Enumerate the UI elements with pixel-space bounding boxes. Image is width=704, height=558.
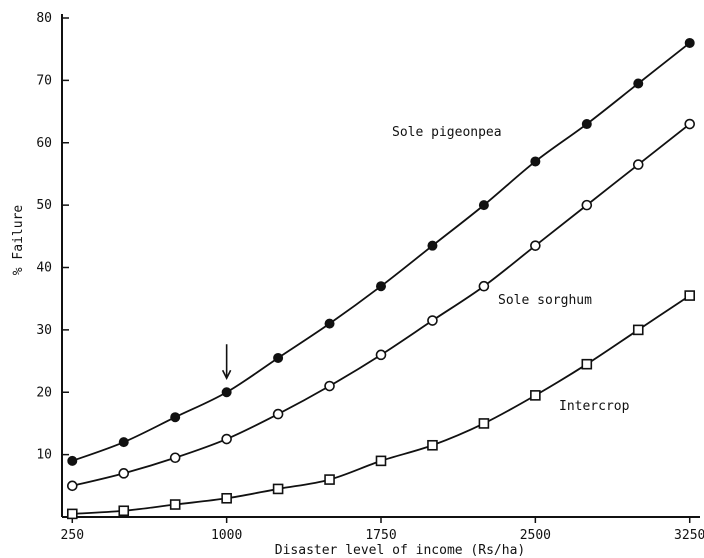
data-point-open-square xyxy=(66,508,78,520)
x-tick-label: 3250 xyxy=(674,528,704,543)
data-point-open-circle xyxy=(221,433,232,445)
data-point-open-square xyxy=(221,492,232,504)
data-point-filled-circle xyxy=(376,281,386,292)
data-point-filled-circle xyxy=(118,437,129,448)
data-point-filled-circle xyxy=(478,200,489,211)
series-label-sole-sorghum: Sole sorghum xyxy=(498,293,592,308)
data-point-open-square xyxy=(118,505,130,517)
x-ticks: 250 1000 1750 2500 3250 xyxy=(61,517,704,543)
y-tick-label: 60 xyxy=(36,136,52,151)
data-point-open-square xyxy=(478,418,490,429)
x-axis-title: Disaster level of income (Rs/ha) xyxy=(275,543,525,558)
x-tick-label: 2500 xyxy=(520,528,551,543)
data-point-filled-circle xyxy=(684,37,695,48)
y-tick-label: 20 xyxy=(36,385,52,400)
y-tick-label: 70 xyxy=(36,73,52,88)
data-point-open-circle xyxy=(632,159,644,170)
y-tick-label: 40 xyxy=(36,261,52,276)
x-tick-label: 250 xyxy=(61,528,84,543)
data-point-filled-circle xyxy=(530,156,541,167)
data-point-open-circle xyxy=(427,315,438,326)
data-point-filled-circle xyxy=(221,387,232,398)
data-point-open-square xyxy=(684,290,696,301)
data-point-open-circle xyxy=(684,118,696,130)
arrow-head xyxy=(221,369,232,381)
data-point-open-circle xyxy=(272,408,284,420)
x-tick-label: 1000 xyxy=(211,528,242,543)
data-point-open-circle xyxy=(324,380,335,392)
data-point-open-circle xyxy=(375,349,387,361)
data-point-open-square xyxy=(581,358,593,370)
data-point-filled-circle xyxy=(324,318,335,329)
data-point-open-circle xyxy=(581,199,593,211)
data-point-open-square xyxy=(324,474,335,485)
data-point-filled-circle xyxy=(170,412,181,423)
data-point-open-square xyxy=(427,439,438,451)
data-point-filled-circle xyxy=(273,352,284,363)
series-label-intercrop: Intercrop xyxy=(559,399,630,414)
data-point-open-square xyxy=(272,483,284,495)
y-tick-label: 80 xyxy=(36,11,52,26)
series-line-sole-sorghum xyxy=(72,123,691,487)
data-point-open-circle xyxy=(66,480,78,492)
data-point-open-square xyxy=(169,499,181,510)
data-point-filled-circle xyxy=(427,240,438,251)
y-tick-label: 50 xyxy=(36,198,52,213)
data-point-filled-circle xyxy=(633,78,644,89)
y-tick-label: 10 xyxy=(36,448,52,463)
annotation-arrow xyxy=(221,344,232,381)
data-point-open-square xyxy=(375,455,387,467)
series-markers xyxy=(66,37,696,520)
series-label-sole-pigeonpea: Sole pigeonpea xyxy=(392,125,502,140)
data-point-open-circle xyxy=(530,240,541,251)
data-point-open-circle xyxy=(478,280,490,292)
data-point-open-square xyxy=(632,324,644,336)
x-tick-label: 1750 xyxy=(365,528,396,543)
data-point-filled-circle xyxy=(581,119,592,130)
y-ticks: 10 20 30 40 50 60 70 80 xyxy=(36,11,69,463)
data-point-open-square xyxy=(530,390,541,401)
data-point-filled-circle xyxy=(67,455,78,466)
plot-area: 10 20 30 40 50 60 70 80 250 1000 1750 2500 3250 xyxy=(36,11,704,543)
y-axis-title: % Failure xyxy=(11,205,26,276)
data-point-open-circle xyxy=(118,468,130,479)
series-lines xyxy=(71,42,691,515)
data-point-open-circle xyxy=(169,452,181,464)
y-tick-label: 30 xyxy=(36,323,52,338)
